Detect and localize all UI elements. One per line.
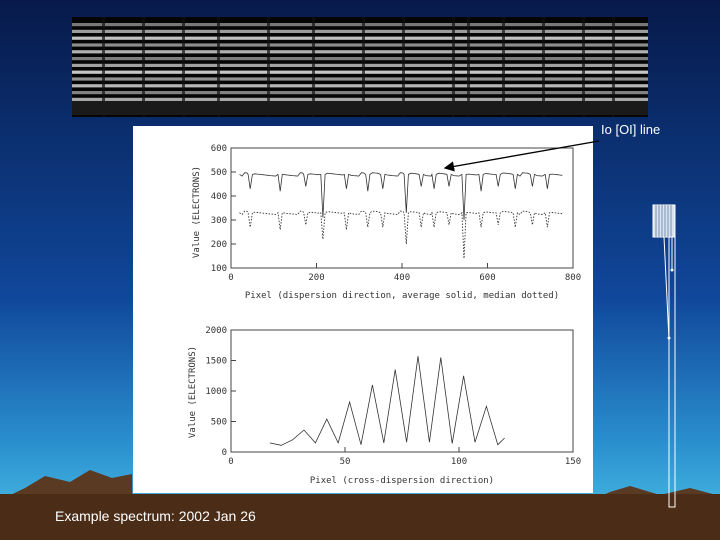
bottom-plot-xtick-label: 100 xyxy=(451,457,467,467)
top-plot-ytick-label: 600 xyxy=(211,144,227,154)
bottom-plot-ytick-label: 1500 xyxy=(205,357,227,367)
bottom-plot-xtick-label: 0 xyxy=(228,457,233,467)
bottom-plot-xtick-label: 50 xyxy=(340,457,351,467)
plot-panel: Value (ELECTRONS) Pixel (dispersion dire… xyxy=(133,126,593,493)
top-plot-ytick-label: 300 xyxy=(211,216,227,226)
top-plot-ytick-label: 500 xyxy=(211,168,227,178)
top-plot-xtick-label: 400 xyxy=(394,273,410,283)
bottom-plot-series-solid-line xyxy=(269,356,505,446)
top-plot-ytick-label: 200 xyxy=(211,240,227,250)
top-plot-ytick-label: 400 xyxy=(211,192,227,202)
top-plot-xtick-label: 600 xyxy=(479,273,495,283)
slit-diagram xyxy=(652,204,676,508)
top-plot-xtick-label: 200 xyxy=(308,273,324,283)
slide-caption: Example spectrum: 2002 Jan 26 xyxy=(55,508,256,524)
bottom-plot-ytick-label: 500 xyxy=(211,418,227,428)
top-plot-series-dotted-line xyxy=(239,210,563,259)
top-plot-xlabel: Pixel (dispersion direction, average sol… xyxy=(245,291,559,301)
top-plot-series-solid-line xyxy=(239,172,563,221)
top-plot-ytick-label: 100 xyxy=(211,264,227,274)
top-plot-xtick-label: 0 xyxy=(228,273,233,283)
bottom-plot-xlabel: Pixel (cross-dispersion direction) xyxy=(310,476,494,486)
bottom-plot-ylabel: Value (ELECTRONS) xyxy=(188,346,198,438)
bottom-plot-ytick-label: 2000 xyxy=(205,326,227,336)
io-oi-line-label: Io [OI] line xyxy=(601,122,661,137)
bottom-plot-ytick-label: 0 xyxy=(222,448,227,458)
top-plot-ylabel: Value (ELECTRONS) xyxy=(192,166,202,258)
bottom-plot-xtick-label: 150 xyxy=(565,457,581,467)
echelle-spectrum-image xyxy=(72,17,648,117)
top-plot-xtick-label: 800 xyxy=(565,273,581,283)
bottom-plot-ytick-label: 1000 xyxy=(205,387,227,397)
